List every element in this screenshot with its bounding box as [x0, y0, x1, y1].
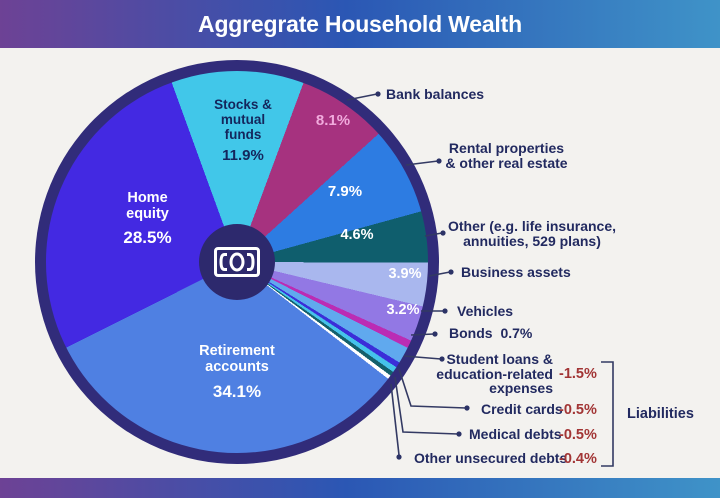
slice-name: Retirement — [199, 343, 275, 359]
slice-label-retirement: Retirement accounts 34.1% — [177, 343, 297, 402]
callout-other-assets: Other (e.g. life insurance, annuities, 5… — [446, 219, 618, 249]
callout-student-loans: Student loans & education-related expens… — [423, 352, 553, 396]
value-medical-debts: -0.5% — [559, 427, 597, 443]
callout-value: 0.7% — [500, 325, 533, 341]
slice-pct-rental: 7.9% — [327, 183, 363, 200]
leader-dot — [442, 308, 448, 314]
leader-dot — [464, 405, 470, 411]
slice-pct-other: 4.6% — [340, 227, 374, 243]
callout-line: Bonds — [449, 325, 493, 341]
leader-dot — [456, 431, 462, 437]
callout-business-assets: Business assets — [461, 264, 571, 280]
slice-pct: 34.1% — [212, 382, 262, 401]
pie-hub — [199, 224, 275, 300]
callout-rental-properties: Rental properties & other real estate — [424, 141, 589, 171]
leader-dot — [440, 230, 446, 236]
callout-bonds: Bonds 0.7% — [449, 326, 532, 341]
slice-pct-bank: 8.1% — [315, 112, 351, 129]
slice-name: Home — [127, 190, 168, 206]
callout-line: expenses — [489, 380, 553, 396]
slice-label-home-equity: Home equity 28.5% — [95, 190, 200, 248]
leader-other-debts — [390, 383, 400, 456]
slice-pct-business: 3.9% — [388, 266, 422, 282]
leader-dot — [432, 331, 438, 337]
callout-line: Other (e.g. life insurance, — [447, 218, 617, 234]
leader-dot — [448, 269, 454, 275]
callout-vehicles: Vehicles — [457, 303, 514, 319]
header-banner: Aggregrate Household Wealth — [0, 0, 720, 48]
callout-medical-debts: Medical debts — [469, 426, 562, 442]
callout-other-unsecured-debts: Other unsecured debts — [414, 450, 568, 466]
callout-line: Student loans & — [446, 351, 553, 367]
slice-name: funds — [224, 127, 262, 142]
page-title: Aggregrate Household Wealth — [198, 10, 522, 37]
callout-line: & other real estate — [445, 155, 568, 171]
slice-label-stocks: Stocks & mutual funds 11.9% — [193, 97, 293, 164]
slice-name: accounts — [205, 359, 269, 375]
value-student-loans: -1.5% — [559, 366, 597, 382]
slice-name: mutual — [220, 112, 266, 127]
slice-pct-vehicles: 3.2% — [386, 302, 420, 318]
slice-name: equity — [126, 206, 169, 222]
leader-dot — [396, 454, 402, 460]
slice-pct: 11.9% — [222, 147, 264, 164]
leader-dot — [375, 91, 381, 97]
liabilities-group-label: Liabilities — [627, 406, 694, 422]
footer-banner — [0, 478, 720, 498]
callout-line: Rental properties — [448, 140, 565, 156]
money-bill-icon — [214, 247, 260, 277]
slice-name: Stocks & — [214, 97, 272, 112]
callout-line: education-related — [436, 365, 553, 382]
value-other-unsecured-debts: -0.4% — [559, 451, 597, 467]
pie-ring — [35, 60, 439, 464]
callout-bank-balances: Bank balances — [386, 86, 485, 102]
callout-line: annuities, 529 plans) — [463, 233, 601, 249]
value-credit-cards: -0.5% — [559, 402, 597, 418]
liabilities-bracket — [601, 361, 614, 467]
slice-pct: 28.5% — [123, 228, 172, 247]
callout-credit-cards: Credit cards — [481, 401, 563, 417]
